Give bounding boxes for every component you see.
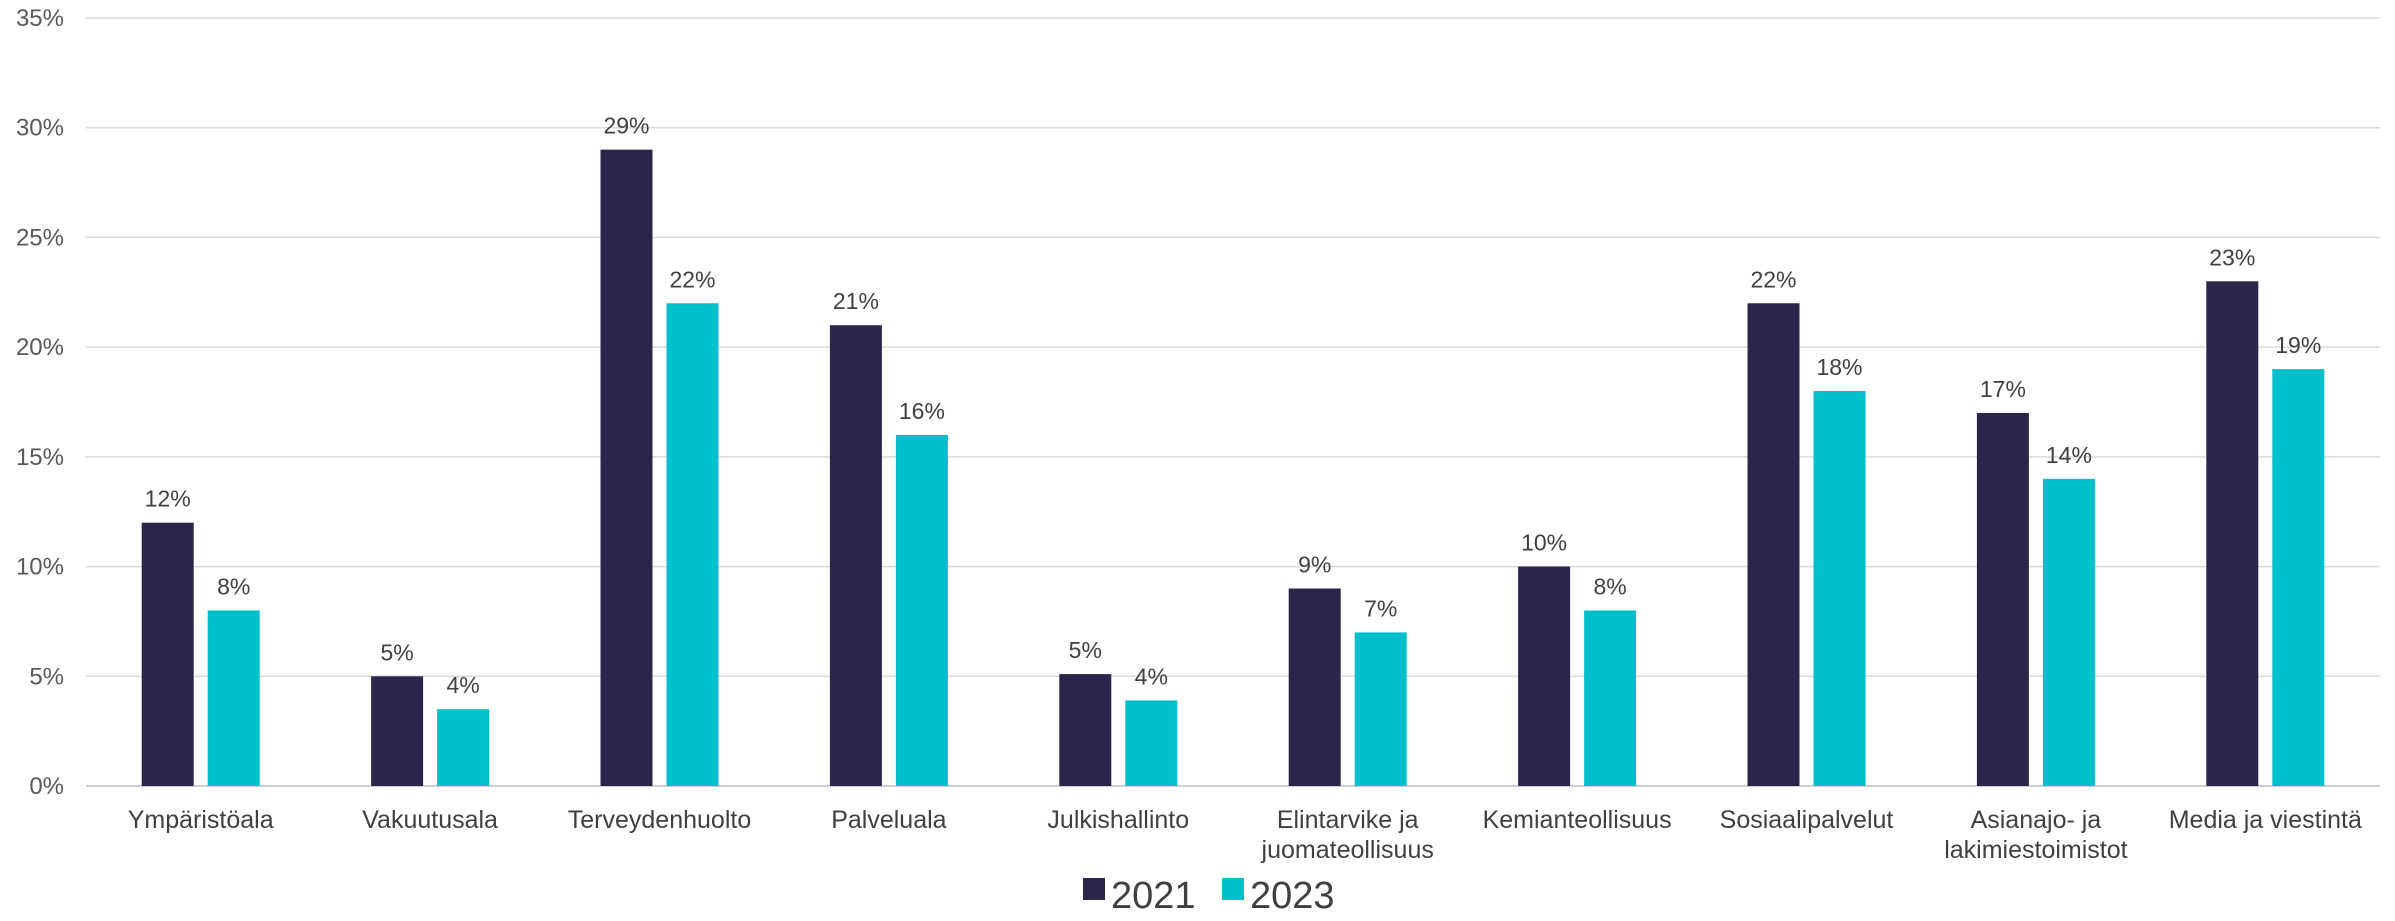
data-label: 16% bbox=[899, 398, 945, 424]
bar-2021 bbox=[2206, 281, 2259, 786]
category-label: Sosiaalipalvelut bbox=[1720, 806, 1894, 834]
data-label: 10% bbox=[1521, 530, 1567, 556]
data-label: 5% bbox=[1069, 637, 1102, 663]
legend-label: 2023 bbox=[1250, 875, 1335, 917]
y-tick-label: 20% bbox=[16, 334, 64, 361]
category-label: Terveydenhuolto bbox=[568, 806, 751, 834]
category-label: juomateollisuus bbox=[1261, 836, 1434, 864]
data-label: 8% bbox=[1593, 573, 1626, 599]
data-label: 8% bbox=[217, 573, 250, 599]
y-axis-ticks: 0% 5% 10% 15% 20% 25% 30% 35% bbox=[16, 5, 64, 800]
bar-2021 bbox=[1059, 674, 1112, 786]
category-label: Ympäristöala bbox=[128, 806, 274, 834]
bar-2021 bbox=[1288, 588, 1341, 786]
data-label: 7% bbox=[1364, 595, 1397, 621]
y-tick-label: 0% bbox=[29, 773, 64, 800]
bar-2023 bbox=[2272, 369, 2325, 786]
y-tick-label: 35% bbox=[16, 5, 64, 32]
bar-2021 bbox=[141, 522, 194, 786]
legend-swatch-2021 bbox=[1083, 878, 1105, 900]
legend: 2021 2023 bbox=[1083, 875, 1335, 917]
category-label: Elintarvike ja bbox=[1277, 806, 1419, 834]
bar-2023 bbox=[207, 610, 260, 786]
bar-2021 bbox=[829, 325, 882, 786]
category-label: Julkishallinto bbox=[1047, 806, 1189, 834]
data-label: 4% bbox=[1135, 663, 1168, 689]
gridlines bbox=[86, 17, 2380, 787]
data-label: 19% bbox=[2275, 332, 2321, 358]
bar-2023 bbox=[437, 709, 490, 786]
bar-2023 bbox=[1813, 391, 1866, 786]
bar-2021 bbox=[1747, 303, 1800, 786]
bar-2023 bbox=[1584, 610, 1637, 786]
category-label: Asianajo- ja bbox=[1971, 806, 2102, 834]
data-label: 22% bbox=[1750, 266, 1796, 292]
legend-swatch-2023 bbox=[1222, 878, 1244, 900]
x-axis-categories: Ympäristöala Vakuutusala Terveydenhuolto Pa… bbox=[128, 806, 2362, 864]
data-labels: 12% 8% 5% 4% 29% 22% 21% 16% 5% 4% 9% 7% 10% 8% 22% 18%… bbox=[145, 113, 2322, 699]
category-label: lakimiestoimistot bbox=[1944, 836, 2127, 864]
category-label: Palveluala bbox=[831, 806, 946, 834]
bar-2021 bbox=[600, 149, 653, 786]
legend-label: 2021 bbox=[1111, 875, 1196, 917]
y-tick-label: 30% bbox=[16, 115, 64, 142]
bars bbox=[141, 149, 2325, 786]
y-tick-label: 10% bbox=[16, 554, 64, 581]
data-label: 23% bbox=[2209, 244, 2255, 270]
bar-2021 bbox=[1518, 566, 1571, 786]
y-tick-label: 5% bbox=[29, 663, 64, 690]
y-tick-label: 15% bbox=[16, 444, 64, 471]
bar-2023 bbox=[666, 303, 719, 786]
category-label: Kemianteollisuus bbox=[1483, 806, 1672, 834]
category-label: Vakuutusala bbox=[362, 806, 498, 834]
data-label: 21% bbox=[833, 288, 879, 314]
bar-2021 bbox=[371, 676, 424, 786]
data-label: 17% bbox=[1980, 376, 2026, 402]
data-label: 5% bbox=[380, 639, 413, 665]
bar-2021 bbox=[1976, 412, 2029, 786]
bar-2023 bbox=[895, 434, 948, 786]
bar-2023 bbox=[2042, 478, 2095, 786]
data-label: 12% bbox=[145, 486, 191, 512]
data-label: 9% bbox=[1298, 552, 1331, 578]
data-label: 29% bbox=[603, 113, 649, 139]
bar-2023 bbox=[1354, 632, 1407, 786]
bar-2023 bbox=[1125, 700, 1178, 786]
y-tick-label: 25% bbox=[16, 224, 64, 251]
data-label: 4% bbox=[446, 672, 479, 698]
data-label: 22% bbox=[669, 266, 715, 292]
category-label: Media ja viestintä bbox=[2169, 806, 2362, 834]
data-label: 18% bbox=[1816, 354, 1862, 380]
data-label: 14% bbox=[2046, 442, 2092, 468]
